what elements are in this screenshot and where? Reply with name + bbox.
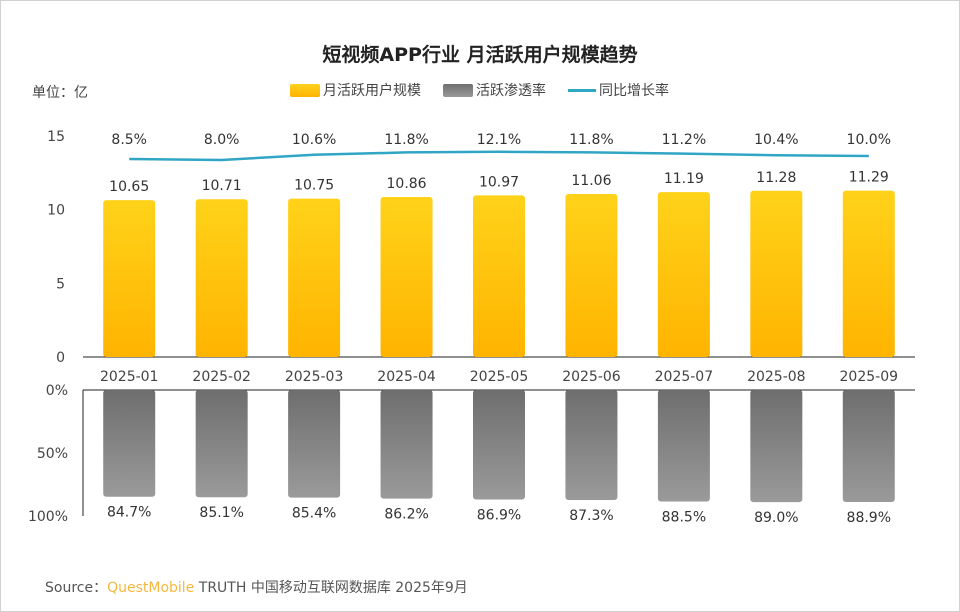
penetration-bar [565, 390, 618, 500]
mau-data-label: 11.29 [849, 170, 889, 186]
penetration-data-label: 84.7% [107, 505, 151, 521]
mau-bar [195, 199, 248, 357]
y2-tick-label: 0% [46, 383, 68, 399]
mau-data-label: 11.06 [571, 173, 611, 189]
mau-data-label: 10.65 [109, 179, 149, 195]
yoy-data-label: 11.8% [384, 132, 428, 148]
legend-item-mau: 月活跃用户规模 [290, 80, 421, 100]
mau-bar [473, 195, 525, 357]
mau-bar [103, 200, 156, 357]
mau-data-label: 10.97 [479, 174, 519, 190]
penetration-data-label: 85.4% [292, 506, 336, 522]
yoy-data-label: 11.8% [569, 132, 613, 148]
source-brand: QuestMobile [107, 580, 195, 596]
legend: 月活跃用户规模 活跃渗透率 同比增长率 [290, 80, 669, 100]
penetration-data-label: 88.9% [847, 510, 891, 526]
x-tick-label: 2025-09 [840, 369, 899, 385]
x-tick-label: 2025-01 [100, 369, 159, 385]
mau-data-label: 11.28 [756, 170, 796, 186]
legend-label: 活跃渗透率 [476, 83, 546, 99]
chart-title: 短视频APP行业 月活跃用户规模趋势 [322, 44, 638, 66]
legend-label: 月活跃用户规模 [323, 83, 421, 99]
penetration-data-label: 85.1% [199, 505, 243, 521]
yoy-data-label: 11.2% [662, 132, 706, 148]
yoy-data-label: 12.1% [477, 132, 521, 148]
yoy-data-label: 8.5% [111, 132, 147, 148]
legend-item-yoy: 同比增长率 [568, 80, 669, 100]
source-prefix: Source： [45, 580, 108, 596]
x-tick-label: 2025-04 [377, 369, 436, 385]
mau-data-label: 10.86 [387, 176, 427, 192]
mau-bar [750, 190, 803, 357]
penetration-data-label: 87.3% [569, 508, 613, 524]
y-tick-label: 10 [47, 203, 65, 219]
penetration-bar [657, 390, 710, 502]
yoy-data-label: 8.0% [204, 132, 240, 148]
legend-label: 同比增长率 [599, 83, 669, 99]
penetration-bar [473, 390, 525, 500]
yoy-line [129, 150, 869, 162]
penetration-data-label: 86.9% [477, 507, 521, 523]
legend-item-penetration: 活跃渗透率 [443, 80, 546, 100]
y2-tick-label: 100% [28, 509, 68, 525]
y2-tick-label: 50% [37, 446, 68, 462]
source-text: TRUTH 中国移动互联网数据库 2025年9月 [194, 580, 468, 596]
mau-bar [842, 190, 895, 357]
mau-bar [288, 198, 341, 357]
yoy-data-label: 10.4% [754, 132, 798, 148]
mau-data-label: 10.75 [294, 178, 334, 194]
unit-label: 单位：亿 [32, 85, 88, 101]
x-tick-label: 2025-08 [747, 369, 806, 385]
y-tick-label: 0 [56, 350, 65, 366]
y-tick-label: 5 [56, 276, 65, 292]
yoy-data-label: 10.6% [292, 132, 336, 148]
penetration-bar [195, 390, 248, 498]
x-tick-label: 2025-06 [562, 369, 621, 385]
penetration-data-label: 89.0% [754, 510, 798, 526]
legend-swatch [290, 83, 320, 97]
mau-bar [565, 194, 618, 357]
mau-bar [380, 196, 433, 357]
x-tick-label: 2025-02 [192, 369, 251, 385]
x-tick-label: 2025-07 [655, 369, 714, 385]
penetration-bar [750, 390, 803, 503]
mau-data-label: 11.19 [664, 171, 704, 187]
y-tick-label: 15 [47, 129, 65, 145]
mau-data-label: 10.71 [202, 178, 242, 194]
source-note: Source：QuestMobile TRUTH 中国移动互联网数据库 2025… [45, 577, 468, 597]
penetration-bar [842, 390, 895, 503]
penetration-bar [380, 390, 433, 499]
x-tick-label: 2025-03 [285, 369, 344, 385]
legend-swatch [443, 83, 473, 97]
penetration-bar [103, 390, 156, 497]
legend-line [568, 88, 596, 92]
x-tick-label: 2025-05 [470, 369, 529, 385]
mau-bar [657, 192, 710, 357]
penetration-data-label: 88.5% [662, 510, 706, 526]
penetration-data-label: 86.2% [384, 507, 428, 523]
yoy-data-label: 10.0% [847, 132, 891, 148]
penetration-bar [288, 390, 341, 498]
